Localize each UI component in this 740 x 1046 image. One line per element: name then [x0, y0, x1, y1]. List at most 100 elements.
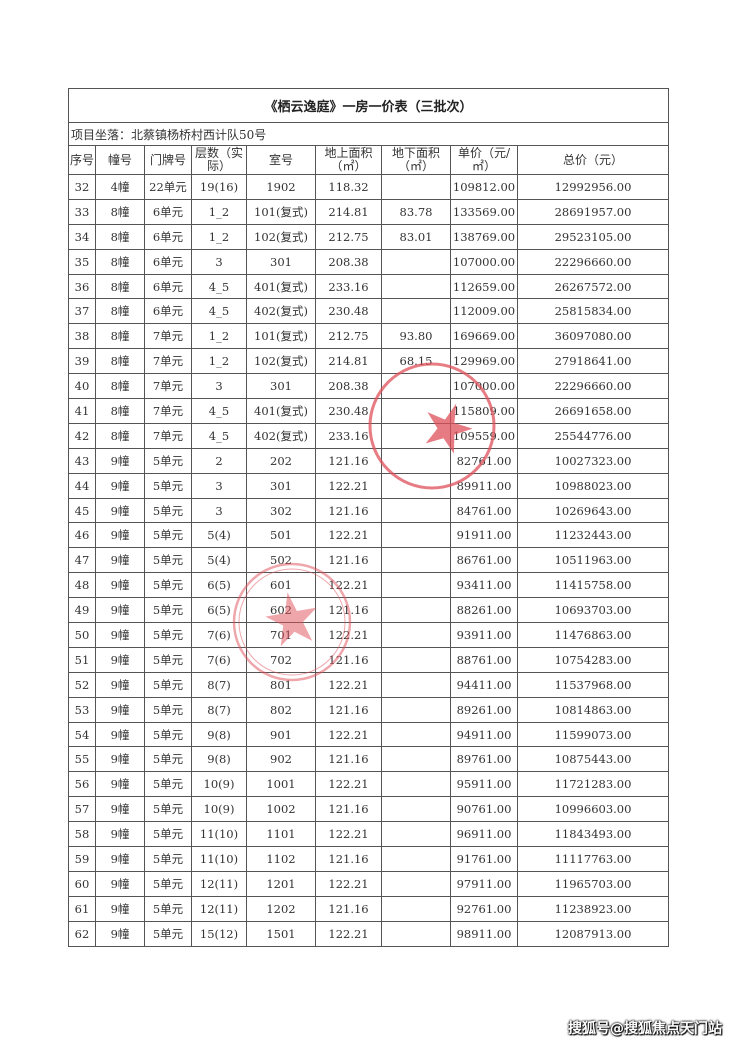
cell-room: 402(复式) — [246, 422, 316, 449]
cell-total-price: 11238923.00 — [516, 895, 670, 922]
cell-above-area: 121.16 — [315, 895, 382, 922]
cell-above-area: 230.48 — [315, 398, 382, 424]
price-table: 《栖云逸庭》一房一价表（三批次） 项目坐落：北蔡镇杨桥村西计队50号 序号 幢号… — [67, 88, 670, 947]
table-row: 54 9幢 5单元 9(8) 901 122.21 94911.00 11599073.00 — [68, 721, 670, 748]
cell-building: 9幢 — [95, 846, 145, 872]
cell-floor: 7(6) — [191, 646, 247, 673]
cell-floor: 3 — [191, 497, 247, 524]
cell-building: 8幢 — [95, 323, 145, 350]
cell-room: 901 — [246, 721, 316, 748]
cell-unit: 7单元 — [144, 323, 192, 350]
cell-unit-price: 88261.00 — [450, 597, 518, 624]
cell-total-price: 25544776.00 — [516, 422, 670, 449]
cell-unit-price: 109559.00 — [450, 422, 518, 449]
watermark: 搜狐号@搜狐焦点天门站 — [568, 1021, 722, 1037]
cell-above-area: 121.16 — [315, 846, 382, 872]
cell-unit: 6单元 — [144, 198, 192, 225]
table-row: 52 9幢 5单元 8(7) 801 122.21 94411.00 11537968.00 — [68, 671, 670, 698]
cell-total-price: 10988023.00 — [516, 472, 670, 499]
cell-index: 54 — [68, 721, 96, 748]
cell-below-area: 93.80 — [381, 323, 451, 350]
cell-above-area: 121.16 — [315, 497, 382, 524]
cell-room: 102(复式) — [246, 223, 316, 250]
cell-index: 48 — [68, 572, 96, 599]
document-title: 《栖云逸庭》一房一价表（三批次） — [67, 88, 670, 123]
cell-floor: 7(6) — [191, 622, 247, 648]
header-building: 幢号 — [95, 145, 145, 175]
cell-unit: 7单元 — [144, 373, 192, 400]
cell-unit: 7单元 — [144, 422, 192, 449]
cell-unit: 5单元 — [144, 696, 192, 723]
cell-index: 55 — [68, 746, 96, 773]
cell-room: 701 — [246, 622, 316, 648]
cell-building: 9幢 — [95, 746, 145, 773]
cell-total-price: 11537968.00 — [516, 671, 670, 698]
cell-index: 60 — [68, 870, 96, 897]
cell-building: 8幢 — [95, 198, 145, 225]
price-list-document: 《栖云逸庭》一房一价表（三批次） 项目坐落：北蔡镇杨桥村西计队50号 序号 幢号… — [67, 88, 670, 947]
cell-room: 1101 — [246, 821, 316, 848]
cell-unit-price: 92761.00 — [450, 895, 518, 922]
cell-floor: 1_2 — [191, 348, 247, 375]
cell-below-area — [381, 796, 451, 823]
cell-total-price: 11599073.00 — [516, 721, 670, 748]
cell-room: 801 — [246, 671, 316, 698]
table-row: 39 8幢 7单元 1_2 102(复式) 214.81 68.15 129969.00 279… — [68, 348, 670, 375]
cell-below-area — [381, 622, 451, 648]
cell-room: 1002 — [246, 796, 316, 823]
cell-total-price: 10511963.00 — [516, 547, 670, 574]
cell-room: 1902 — [246, 174, 316, 200]
cell-unit-price: 107000.00 — [450, 248, 518, 275]
cell-total-price: 11117763.00 — [516, 846, 670, 872]
cell-index: 34 — [68, 223, 96, 250]
cell-building: 9幢 — [95, 622, 145, 648]
cell-unit-price: 97911.00 — [450, 870, 518, 897]
cell-room: 102(复式) — [246, 348, 316, 375]
table-row: 50 9幢 5单元 7(6) 701 122.21 93911.00 11476863.00 — [68, 622, 670, 648]
cell-above-area: 118.32 — [315, 174, 382, 200]
cell-above-area: 122.21 — [315, 870, 382, 897]
cell-above-area: 122.21 — [315, 920, 382, 947]
table-row: 59 9幢 5单元 11(10) 1102 121.16 91761.00 11117763.… — [68, 846, 670, 872]
cell-below-area — [381, 522, 451, 549]
table-row: 34 8幢 6单元 1_2 102(复式) 212.75 83.01 138769.00 295… — [68, 223, 670, 250]
table-row: 40 8幢 7单元 3 301 208.38 107000.00 22296660.00 — [68, 373, 670, 400]
cell-unit: 5单元 — [144, 472, 192, 499]
cell-unit: 22单元 — [144, 174, 192, 200]
cell-floor: 5(4) — [191, 522, 247, 549]
cell-unit-price: 129969.00 — [450, 348, 518, 375]
cell-index: 50 — [68, 622, 96, 648]
cell-unit: 5单元 — [144, 646, 192, 673]
cell-above-area: 121.16 — [315, 696, 382, 723]
cell-above-area: 214.81 — [315, 198, 382, 225]
cell-floor: 5(4) — [191, 547, 247, 574]
cell-unit: 5单元 — [144, 497, 192, 524]
cell-index: 43 — [68, 447, 96, 474]
cell-unit-price: 109812.00 — [450, 174, 518, 200]
cell-unit: 5单元 — [144, 572, 192, 599]
table-row: 55 9幢 5单元 9(8) 902 121.16 89761.00 10875443.00 — [68, 746, 670, 773]
table-row: 45 9幢 5单元 3 302 121.16 84761.00 10269643.00 — [68, 497, 670, 524]
cell-room: 502 — [246, 547, 316, 574]
cell-unit: 7单元 — [144, 398, 192, 424]
cell-building: 9幢 — [95, 547, 145, 574]
cell-above-area: 208.38 — [315, 373, 382, 400]
table-header: 序号 幢号 门牌号 层数（实际） 室号 地上面积（㎡） 地下面积（㎡） 单价（元… — [68, 145, 670, 175]
table-row: 44 9幢 5单元 3 301 122.21 89911.00 10988023.00 — [68, 472, 670, 499]
cell-unit-price: 89911.00 — [450, 472, 518, 499]
cell-total-price: 36097080.00 — [516, 323, 670, 350]
cell-above-area: 121.16 — [315, 547, 382, 574]
cell-unit-price: 84761.00 — [450, 497, 518, 524]
table-row: 33 8幢 6单元 1_2 101(复式) 214.81 83.78 133569.00 286… — [68, 198, 670, 225]
table-row: 48 9幢 5单元 6(5) 601 122.21 93411.00 11415758.00 — [68, 572, 670, 599]
cell-unit: 6单元 — [144, 223, 192, 250]
cell-unit: 5单元 — [144, 746, 192, 773]
cell-unit: 5单元 — [144, 796, 192, 823]
cell-index: 39 — [68, 348, 96, 375]
table-row: 53 9幢 5单元 8(7) 802 121.16 89261.00 10814863.00 — [68, 696, 670, 723]
cell-below-area — [381, 846, 451, 872]
cell-building: 9幢 — [95, 447, 145, 474]
cell-unit: 5单元 — [144, 721, 192, 748]
cell-above-area: 122.21 — [315, 771, 382, 798]
cell-total-price: 10693703.00 — [516, 597, 670, 624]
